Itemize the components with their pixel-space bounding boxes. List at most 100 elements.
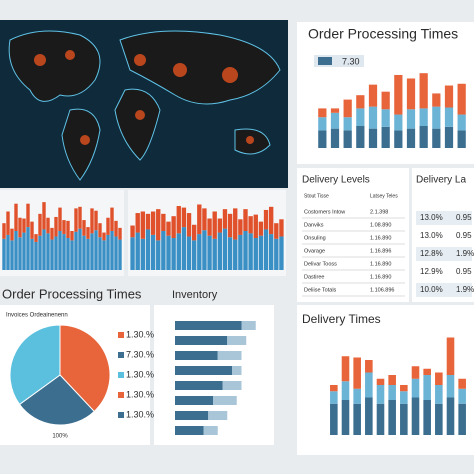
badge-text: 7.30 bbox=[342, 56, 360, 66]
bar-segment bbox=[175, 426, 204, 435]
bar-segment bbox=[166, 221, 171, 236]
bar-segment bbox=[106, 234, 110, 270]
table-cell: 0.95 bbox=[456, 267, 472, 276]
bar-segment bbox=[238, 219, 243, 235]
bar-segment bbox=[243, 231, 248, 270]
bar-segment bbox=[241, 321, 256, 330]
table-title: Delivery La bbox=[416, 175, 466, 186]
bar-segment bbox=[114, 236, 118, 270]
bar-segment bbox=[186, 213, 192, 237]
bar-segment bbox=[82, 220, 86, 236]
row-band bbox=[416, 229, 472, 243]
bar-segment bbox=[457, 83, 466, 115]
bar-segment bbox=[98, 237, 102, 270]
bar-segment bbox=[330, 391, 338, 404]
bar-segment bbox=[376, 403, 385, 435]
bar-segment bbox=[106, 217, 110, 235]
legend-label: 1.30.% bbox=[126, 409, 154, 419]
bar-segment bbox=[78, 206, 82, 229]
bar-segment bbox=[171, 238, 176, 270]
bar-segment bbox=[22, 218, 26, 233]
table-cell: Costomers Intow bbox=[304, 209, 345, 215]
bar-segment bbox=[457, 114, 466, 131]
continent bbox=[114, 88, 161, 161]
bar-segment bbox=[86, 227, 90, 239]
bar-segment bbox=[203, 426, 218, 435]
bar-segment bbox=[30, 221, 34, 239]
table-cell: Delivar Tooss bbox=[304, 261, 337, 267]
bar-segment bbox=[279, 219, 284, 237]
panel bbox=[297, 305, 474, 455]
bar-segment bbox=[176, 233, 181, 270]
bar-segment bbox=[50, 227, 54, 240]
bar-segment bbox=[166, 235, 171, 270]
badge-icon bbox=[318, 57, 332, 65]
pie-slice bbox=[18, 374, 95, 426]
table-header: Latsey Teles bbox=[370, 193, 398, 199]
bar-segment bbox=[411, 378, 420, 398]
bar-segment bbox=[400, 403, 408, 435]
bar-segment bbox=[253, 238, 258, 270]
bar-segment bbox=[222, 228, 228, 270]
bar-segment bbox=[318, 117, 327, 131]
bar-segment bbox=[18, 237, 22, 270]
bar-segment bbox=[208, 411, 228, 420]
bar-segment bbox=[227, 237, 233, 270]
bar-segment bbox=[394, 74, 403, 115]
legend-swatch bbox=[118, 372, 124, 378]
bar-segment bbox=[175, 321, 242, 330]
bar-segment bbox=[140, 211, 146, 239]
legend-label: 1.30.% bbox=[126, 389, 154, 399]
bar-segment bbox=[381, 91, 390, 110]
chart-title: Order Processing Times bbox=[2, 286, 142, 301]
bar-segment bbox=[62, 234, 66, 270]
bar-segment bbox=[356, 95, 365, 109]
bar-segment bbox=[388, 400, 396, 435]
bar-segment bbox=[217, 232, 223, 270]
bar-segment bbox=[74, 231, 78, 270]
bar-segment bbox=[232, 366, 242, 375]
bar-segment bbox=[268, 206, 274, 235]
bar-segment bbox=[2, 223, 6, 239]
bar-segment bbox=[62, 220, 66, 235]
table-cell: 1.106.896 bbox=[370, 287, 394, 293]
bar-segment bbox=[423, 375, 431, 400]
bar-segment bbox=[34, 241, 38, 270]
bar-segment bbox=[446, 337, 455, 375]
continent bbox=[61, 108, 101, 181]
bar-segment bbox=[42, 202, 46, 230]
world-map bbox=[0, 20, 288, 188]
hotspot bbox=[80, 135, 90, 145]
bar-segment bbox=[411, 397, 420, 435]
bar-segment bbox=[253, 214, 258, 239]
bar-segment bbox=[263, 209, 269, 230]
bar-segment bbox=[18, 217, 22, 238]
bar-segment bbox=[274, 238, 279, 270]
bar-segment bbox=[343, 130, 352, 148]
bar-segment bbox=[341, 356, 350, 382]
bar-segment bbox=[394, 130, 403, 148]
bar-segment bbox=[50, 239, 54, 270]
bar-segment bbox=[110, 207, 114, 231]
bar-segment bbox=[82, 235, 86, 270]
bar-segment bbox=[140, 238, 146, 270]
table-cell: 12.8% bbox=[420, 249, 443, 258]
bar-segment bbox=[222, 381, 242, 390]
bar-segment bbox=[130, 225, 135, 238]
bar-segment bbox=[444, 107, 454, 127]
bar-segment bbox=[258, 235, 264, 270]
bar-segment bbox=[406, 109, 416, 129]
bar-segment bbox=[118, 239, 122, 270]
bar-segment bbox=[202, 230, 207, 270]
bar-segment bbox=[66, 220, 70, 239]
bar-segment bbox=[78, 228, 82, 270]
bar-segment bbox=[26, 203, 30, 228]
bar-segment bbox=[458, 388, 466, 404]
bar-segment bbox=[458, 403, 466, 435]
bar-segment bbox=[381, 109, 390, 127]
bar-segment bbox=[197, 204, 202, 235]
table-cell: 0.95 bbox=[456, 231, 472, 240]
table-cell: Danviks bbox=[304, 222, 324, 228]
table-header: Stout Tisse bbox=[304, 193, 329, 199]
bar-segment bbox=[353, 388, 361, 404]
